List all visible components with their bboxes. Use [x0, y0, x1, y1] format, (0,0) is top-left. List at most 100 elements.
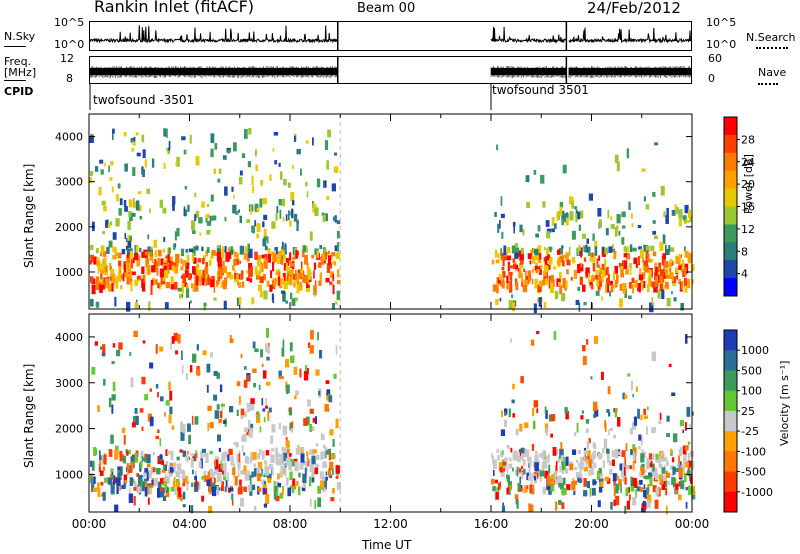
echo-cell	[591, 253, 596, 263]
echo-cell	[671, 477, 676, 485]
echo-cell	[110, 468, 114, 473]
echo-cell	[625, 464, 630, 470]
echo-cell	[512, 452, 516, 461]
echo-cell	[522, 229, 525, 236]
echo-cell	[174, 231, 177, 241]
echo-cell	[221, 481, 224, 492]
echo-cell	[571, 200, 574, 209]
colorbar-tick-label: 500	[741, 364, 762, 377]
echo-cell	[494, 479, 498, 484]
echo-cell	[586, 481, 590, 489]
echo-cell	[328, 395, 333, 403]
echo-cell	[320, 434, 325, 441]
echo-cell	[192, 230, 196, 234]
echo-cell	[503, 256, 508, 261]
echo-cell	[246, 219, 250, 223]
echo-cell	[231, 186, 234, 192]
echo-cell	[119, 285, 123, 290]
echo-cell	[141, 426, 144, 431]
echo-cell	[257, 284, 263, 292]
echo-cell	[260, 179, 264, 186]
freq-underline	[4, 80, 26, 81]
echo-cell	[306, 263, 309, 273]
echo-cell	[605, 267, 609, 276]
echo-cell	[152, 452, 155, 456]
echo-cell	[577, 247, 580, 256]
echo-cell	[619, 463, 623, 471]
echo-cell	[624, 505, 627, 514]
echo-cell	[663, 261, 665, 271]
echo-cell	[575, 472, 580, 478]
echo-cell	[123, 474, 128, 484]
echo-cell	[592, 274, 595, 279]
echo-cell	[568, 246, 571, 256]
echo-cell	[289, 258, 292, 265]
echo-cell	[329, 271, 334, 279]
echo-cell	[239, 497, 244, 507]
echo-cell	[272, 148, 275, 152]
echo-cell	[180, 258, 183, 264]
echo-cell	[518, 452, 520, 459]
echo-cell	[508, 300, 514, 310]
echo-cell	[562, 477, 566, 485]
echo-cell	[608, 460, 613, 466]
echo-cell	[267, 248, 271, 257]
echo-cell	[124, 271, 128, 278]
echo-cell	[642, 502, 647, 510]
echo-cell	[208, 486, 211, 492]
echo-cell	[660, 185, 665, 196]
echo-cell	[667, 480, 671, 485]
echo-cell	[149, 362, 154, 369]
echo-cell	[591, 252, 594, 258]
echo-cell	[583, 454, 586, 463]
echo-cell	[183, 149, 187, 155]
echo-cell	[164, 481, 168, 491]
echo-cell	[492, 456, 495, 465]
echo-cell	[211, 275, 215, 282]
echo-cell	[136, 200, 140, 211]
echo-cell	[554, 290, 559, 300]
echo-cell	[221, 246, 224, 250]
echo-cell	[671, 274, 674, 282]
echo-cell	[638, 434, 642, 441]
echo-cell	[661, 458, 665, 462]
echo-cell	[557, 456, 561, 463]
echo-cell	[595, 269, 599, 275]
echo-cell	[277, 473, 280, 480]
echo-cell	[244, 246, 248, 254]
echo-cell	[102, 491, 106, 501]
echo-cell	[532, 248, 535, 255]
echo-cell	[244, 471, 250, 481]
x-tick-label: 20:00	[574, 517, 609, 531]
echo-cell	[194, 416, 199, 425]
echo-cell	[136, 152, 141, 157]
echo-cell	[561, 292, 566, 302]
echo-cell	[520, 376, 524, 384]
echo-cell	[631, 213, 633, 219]
echo-cell	[99, 159, 104, 164]
echo-cell	[530, 339, 535, 346]
echo-cell	[206, 363, 211, 373]
echo-cell	[222, 260, 225, 267]
echo-cell	[288, 461, 293, 471]
echo-cell	[210, 148, 214, 158]
echo-cell	[182, 491, 186, 500]
echo-cell	[630, 486, 635, 492]
echo-cell	[128, 493, 134, 503]
echo-cell	[291, 486, 295, 494]
echo-cell	[296, 221, 299, 232]
echo-cell	[640, 414, 643, 421]
echo-cell	[659, 283, 663, 292]
beam-label: Beam 00	[357, 1, 416, 16]
echo-cell	[138, 474, 142, 485]
echo-cell	[166, 475, 170, 484]
echo-cell	[175, 161, 178, 166]
echo-cell	[153, 262, 158, 272]
echo-cell	[639, 479, 643, 485]
echo-cell	[585, 428, 589, 433]
echo-cell	[287, 182, 291, 188]
echo-cell	[199, 232, 202, 236]
echo-cell	[545, 278, 548, 286]
echo-cell	[662, 271, 666, 279]
echo-cell	[277, 271, 281, 281]
